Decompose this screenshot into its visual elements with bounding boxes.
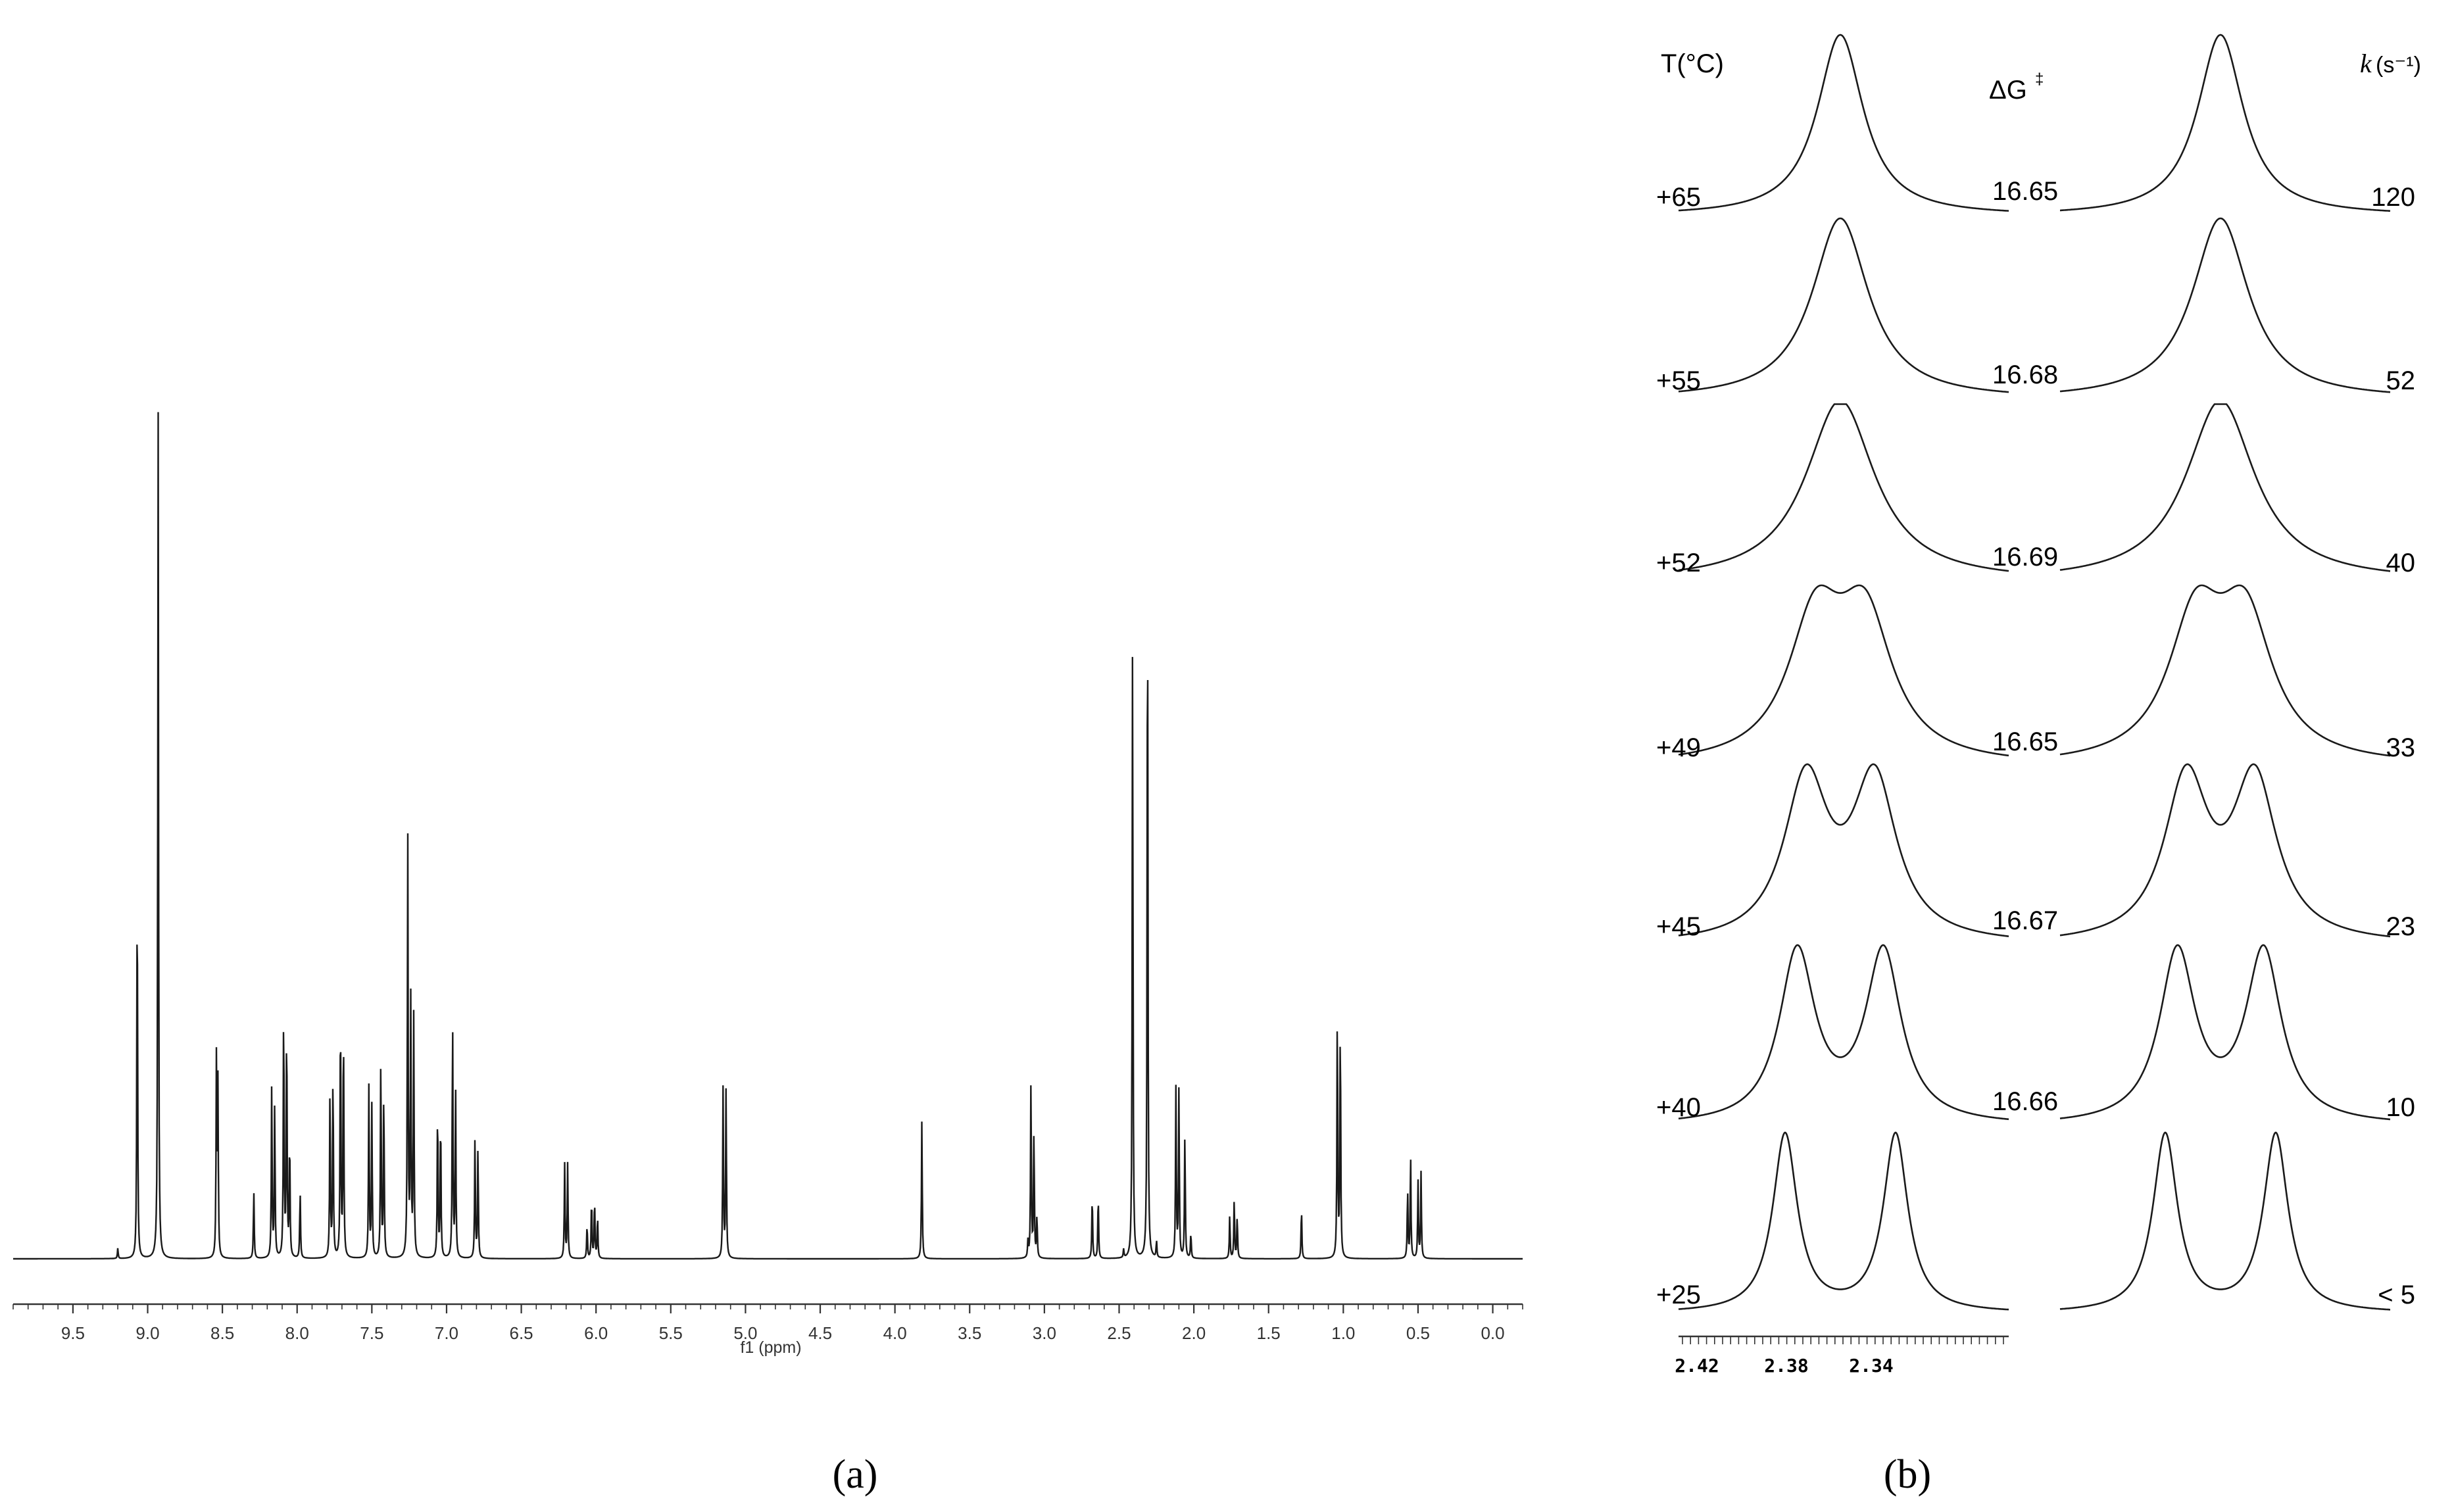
spectrum-row: +49 16.65 33 xyxy=(1656,584,2416,762)
x-axis-tick-label: 8.0 xyxy=(285,1323,309,1343)
x-axis-tick-label: 2.0 xyxy=(1182,1323,1206,1343)
delta-g-header-text: ΔG xyxy=(1989,76,2027,105)
x-axis-tick-label: 4.0 xyxy=(883,1323,907,1343)
temperature-label: +45 xyxy=(1656,912,1701,941)
panel-b-x-axis-tick-labels: 2.42 2.38 2.34 xyxy=(1675,1355,1893,1377)
spectrum-trace-simulated xyxy=(2059,763,2391,938)
x-axis-tick-label: 9.0 xyxy=(135,1323,159,1343)
spectrum-row: +65 16.65 120 xyxy=(1656,34,2415,212)
x-axis-tick-label: 3.0 xyxy=(1033,1323,1056,1343)
rate-constant-unit: (s⁻¹) xyxy=(2376,53,2421,78)
delta-g-header: ΔG ‡ xyxy=(1989,70,2044,105)
spectrum-trace-simulated xyxy=(2059,944,2391,1121)
temperature-label: +52 xyxy=(1656,549,1701,577)
spectrum-trace-observed xyxy=(1678,217,2009,393)
rate-constant-symbol: k xyxy=(2360,49,2372,78)
x-axis-tick-label: 8.5 xyxy=(210,1323,234,1343)
x-axis-label: f1 (ppm) xyxy=(740,1338,801,1357)
x-axis-tick-label: 5.0 xyxy=(733,1323,757,1343)
x-axis-tick-label: 7.0 xyxy=(435,1323,458,1343)
x-axis-tick-label: 4.5 xyxy=(808,1323,832,1343)
spectrum-row: +45 16.67 23 xyxy=(1656,763,2416,941)
x-axis-tick-label: 1.0 xyxy=(1331,1323,1355,1343)
spectrum-trace-simulated xyxy=(2059,403,2391,572)
x-axis-tick-label: 0.5 xyxy=(1406,1323,1430,1343)
rate-constant-header: k (s⁻¹) xyxy=(2360,49,2421,78)
x-axis-tick-labels: 9.5 9.0 8.5 8.0 7.5 7.0 6.5 6.0 5.5 5.0 4.5 4.0 3.5 3… xyxy=(61,1323,1505,1343)
spectrum-trace-observed xyxy=(1678,944,2009,1121)
rate-constant-value: 10 xyxy=(2386,1093,2416,1122)
temperature-label: +25 xyxy=(1656,1280,1701,1309)
rate-constant-value: 33 xyxy=(2386,733,2416,762)
panel-b-variable-temperature-spectra: T(°C) ΔG ‡ k (s⁻¹) +65 16.65 120 +55 16.68 52… xyxy=(1656,34,2421,1497)
nmr-spectrum-trace xyxy=(13,412,1523,1260)
panel-b-x-axis-tick-label: 2.34 xyxy=(1849,1355,1893,1377)
temperature-label: +40 xyxy=(1656,1093,1701,1122)
panel-a-nmr-spectrum: 9.5 9.0 8.5 8.0 7.5 7.0 6.5 6.0 5.5 5.0 4.5 4.0 3.5 3… xyxy=(12,412,1523,1497)
spectrum-row: +40 16.66 10 xyxy=(1656,944,2416,1122)
x-axis-tick-label: 6.0 xyxy=(584,1323,608,1343)
spectrum-trace-observed xyxy=(1678,584,2009,757)
x-axis-tick-label: 7.5 xyxy=(360,1323,383,1343)
spectrum-row: +55 16.68 52 xyxy=(1656,217,2416,395)
spectra-rows: +65 16.65 120 +55 16.68 52 +52 16.69 40 +49 16.65 3… xyxy=(1656,34,2416,1311)
panel-b-label: (b) xyxy=(1884,1452,1931,1497)
panel-b-x-axis-tick-label: 2.42 xyxy=(1675,1355,1719,1377)
spectrum-trace-observed xyxy=(1678,1131,2009,1311)
delta-g-value: 16.66 xyxy=(1992,1087,2058,1116)
delta-g-value: 16.69 xyxy=(1992,543,2058,572)
spectrum-trace-simulated xyxy=(2059,584,2391,757)
x-axis-tick-label: 5.5 xyxy=(659,1323,683,1343)
rate-constant-value: 120 xyxy=(2371,183,2415,212)
delta-g-double-dagger: ‡ xyxy=(2035,70,2044,88)
rate-constant-value: 23 xyxy=(2386,912,2416,941)
x-axis-tick-label: 3.5 xyxy=(958,1323,981,1343)
x-axis-ticks xyxy=(12,1304,1523,1313)
rate-constant-value: < 5 xyxy=(2378,1280,2415,1309)
rate-constant-value: 40 xyxy=(2386,549,2416,577)
rate-constant-value: 52 xyxy=(2386,366,2416,395)
panel-b-x-axis-ticks xyxy=(1682,1336,2004,1344)
spectrum-trace-simulated xyxy=(2059,1131,2390,1311)
x-axis-tick-label: 2.5 xyxy=(1107,1323,1131,1343)
spectrum-trace-observed xyxy=(1678,763,2009,937)
x-axis-tick-label: 1.5 xyxy=(1257,1323,1281,1343)
spectrum-trace-simulated xyxy=(2059,217,2391,393)
temperature-label: +65 xyxy=(1656,183,1701,212)
delta-g-value: 16.68 xyxy=(1992,360,2058,389)
x-axis-tick-label: 9.5 xyxy=(61,1323,85,1343)
x-axis-tick-label: 0.0 xyxy=(1481,1323,1504,1343)
spectrum-trace-observed xyxy=(1678,34,2009,212)
panel-b-x-axis-tick-label: 2.38 xyxy=(1764,1355,1808,1377)
panel-a-label: (a) xyxy=(833,1452,878,1497)
delta-g-value: 16.65 xyxy=(1992,177,2058,206)
spectrum-row: +25 < 5 xyxy=(1656,1131,2415,1311)
temperature-header: T(°C) xyxy=(1661,49,1724,78)
delta-g-value: 16.67 xyxy=(1992,906,2058,935)
x-axis-tick-label: 6.5 xyxy=(509,1323,533,1343)
spectrum-trace-simulated xyxy=(2060,34,2391,212)
delta-g-value: 16.65 xyxy=(1992,727,2058,756)
spectrum-row: +52 16.69 40 xyxy=(1656,403,2416,577)
spectrum-trace-observed xyxy=(1678,403,2009,572)
temperature-label: +49 xyxy=(1656,733,1701,762)
temperature-label: +55 xyxy=(1656,366,1701,395)
